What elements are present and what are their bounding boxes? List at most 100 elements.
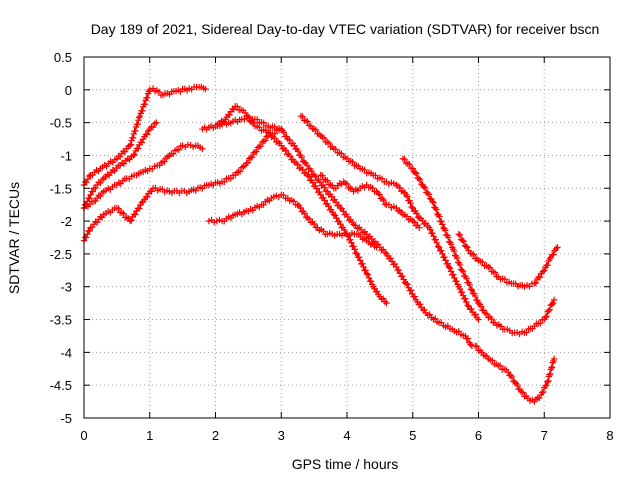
data-point-marker: [161, 158, 168, 165]
series-arc-5: [199, 103, 390, 307]
data-point: [324, 188, 331, 195]
data-point-marker: [450, 247, 458, 255]
data-point-marker: [89, 188, 96, 195]
data-point: [435, 244, 443, 251]
data-point-marker: [250, 119, 257, 127]
data-point-marker: [433, 239, 441, 246]
data-point-marker: [312, 173, 319, 180]
x-tick-label: 8: [606, 428, 613, 443]
data-point-marker: [447, 268, 455, 275]
data-point-marker: [543, 313, 550, 320]
y-axis-label: SDTVAR / TECUs: [6, 182, 22, 294]
data-point-marker: [448, 240, 455, 248]
data-point-marker: [462, 243, 470, 250]
data-point-marker: [86, 194, 93, 202]
data-point-marker: [244, 159, 252, 166]
data-point-marker: [141, 101, 149, 108]
data-point-marker: [121, 148, 129, 155]
data-point-marker: [246, 155, 253, 162]
data-point-marker: [136, 205, 143, 212]
data-point-marker: [347, 236, 354, 243]
data-point-marker: [84, 175, 92, 183]
data-point-marker: [286, 152, 294, 160]
data-point-marker: [128, 137, 135, 144]
data-point-marker: [546, 371, 553, 378]
series-arc-9: [317, 171, 423, 231]
chart-title: Day 189 of 2021, Sidereal Day-to-day VTE…: [91, 21, 600, 37]
data-point: [475, 299, 482, 307]
data-point-marker: [479, 258, 486, 266]
data-point: [402, 280, 410, 287]
data-point: [126, 142, 134, 149]
data-point-marker: [395, 266, 402, 274]
data-point-marker: [432, 236, 439, 243]
data-point-marker: [86, 172, 93, 180]
series-arc-1: [80, 83, 209, 189]
y-tick-label: -3.5: [50, 313, 72, 328]
data-point-marker: [362, 267, 369, 274]
data-point-marker: [290, 198, 297, 205]
data-point-marker: [501, 276, 508, 283]
data-point-marker: [456, 231, 464, 239]
data-point-marker: [459, 268, 467, 275]
y-tick-label: -5: [60, 411, 72, 426]
data-point-marker: [408, 203, 415, 211]
data-point-marker: [374, 189, 382, 197]
data-point-marker: [537, 320, 544, 327]
data-point: [126, 217, 134, 225]
data-point: [241, 109, 249, 116]
x-tick-label: 4: [343, 428, 350, 443]
data-point-marker: [477, 303, 485, 310]
data-point-marker: [421, 184, 429, 192]
data-point-marker: [434, 243, 442, 250]
data-point-marker: [332, 146, 339, 153]
series-arc-11: [455, 231, 561, 290]
data-point-marker: [131, 151, 138, 158]
data-point-marker: [446, 264, 454, 272]
data-point: [383, 299, 390, 307]
data-point-marker: [421, 306, 428, 314]
data-point-marker: [401, 156, 408, 163]
data-point-marker: [305, 215, 313, 223]
data-point-marker: [458, 288, 466, 296]
data-point-marker: [430, 233, 437, 240]
data-point-marker: [170, 150, 177, 158]
data-point-marker: [155, 88, 163, 95]
data-point: [455, 231, 462, 238]
data-point-marker: [464, 335, 472, 342]
data-point: [353, 250, 361, 258]
data-point-marker: [352, 249, 359, 257]
data-point-marker: [374, 288, 381, 295]
data-point-marker: [442, 227, 449, 234]
data-point-marker: [413, 170, 420, 177]
series-arc-7: [205, 191, 380, 251]
data-point-marker: [337, 220, 344, 228]
data-point: [550, 355, 558, 363]
data-point-marker: [376, 191, 383, 198]
data-point-marker: [496, 362, 504, 370]
data-point-marker: [406, 160, 413, 168]
data-point-marker: [348, 239, 355, 246]
y-tick-label: -1: [60, 148, 72, 163]
data-point-marker: [467, 285, 475, 293]
data-point: [291, 142, 298, 149]
data-point: [445, 263, 453, 271]
data-point: [541, 267, 548, 274]
data-point-marker: [365, 274, 373, 282]
data-point-marker: [338, 150, 345, 157]
data-point-marker: [549, 299, 557, 307]
data-point-marker: [544, 261, 551, 269]
data-point-marker: [404, 193, 411, 200]
data-point-marker: [129, 134, 137, 142]
data-point-marker: [143, 131, 151, 138]
data-point-marker: [227, 175, 235, 182]
data-point-marker: [411, 219, 418, 226]
y-tick-label: -2: [60, 214, 72, 229]
data-point-marker: [144, 193, 151, 201]
data-point-marker: [441, 253, 448, 261]
data-point-marker: [542, 314, 549, 321]
x-tick-label: 2: [212, 428, 219, 443]
data-point-marker: [134, 120, 141, 128]
data-point-marker: [453, 254, 461, 262]
